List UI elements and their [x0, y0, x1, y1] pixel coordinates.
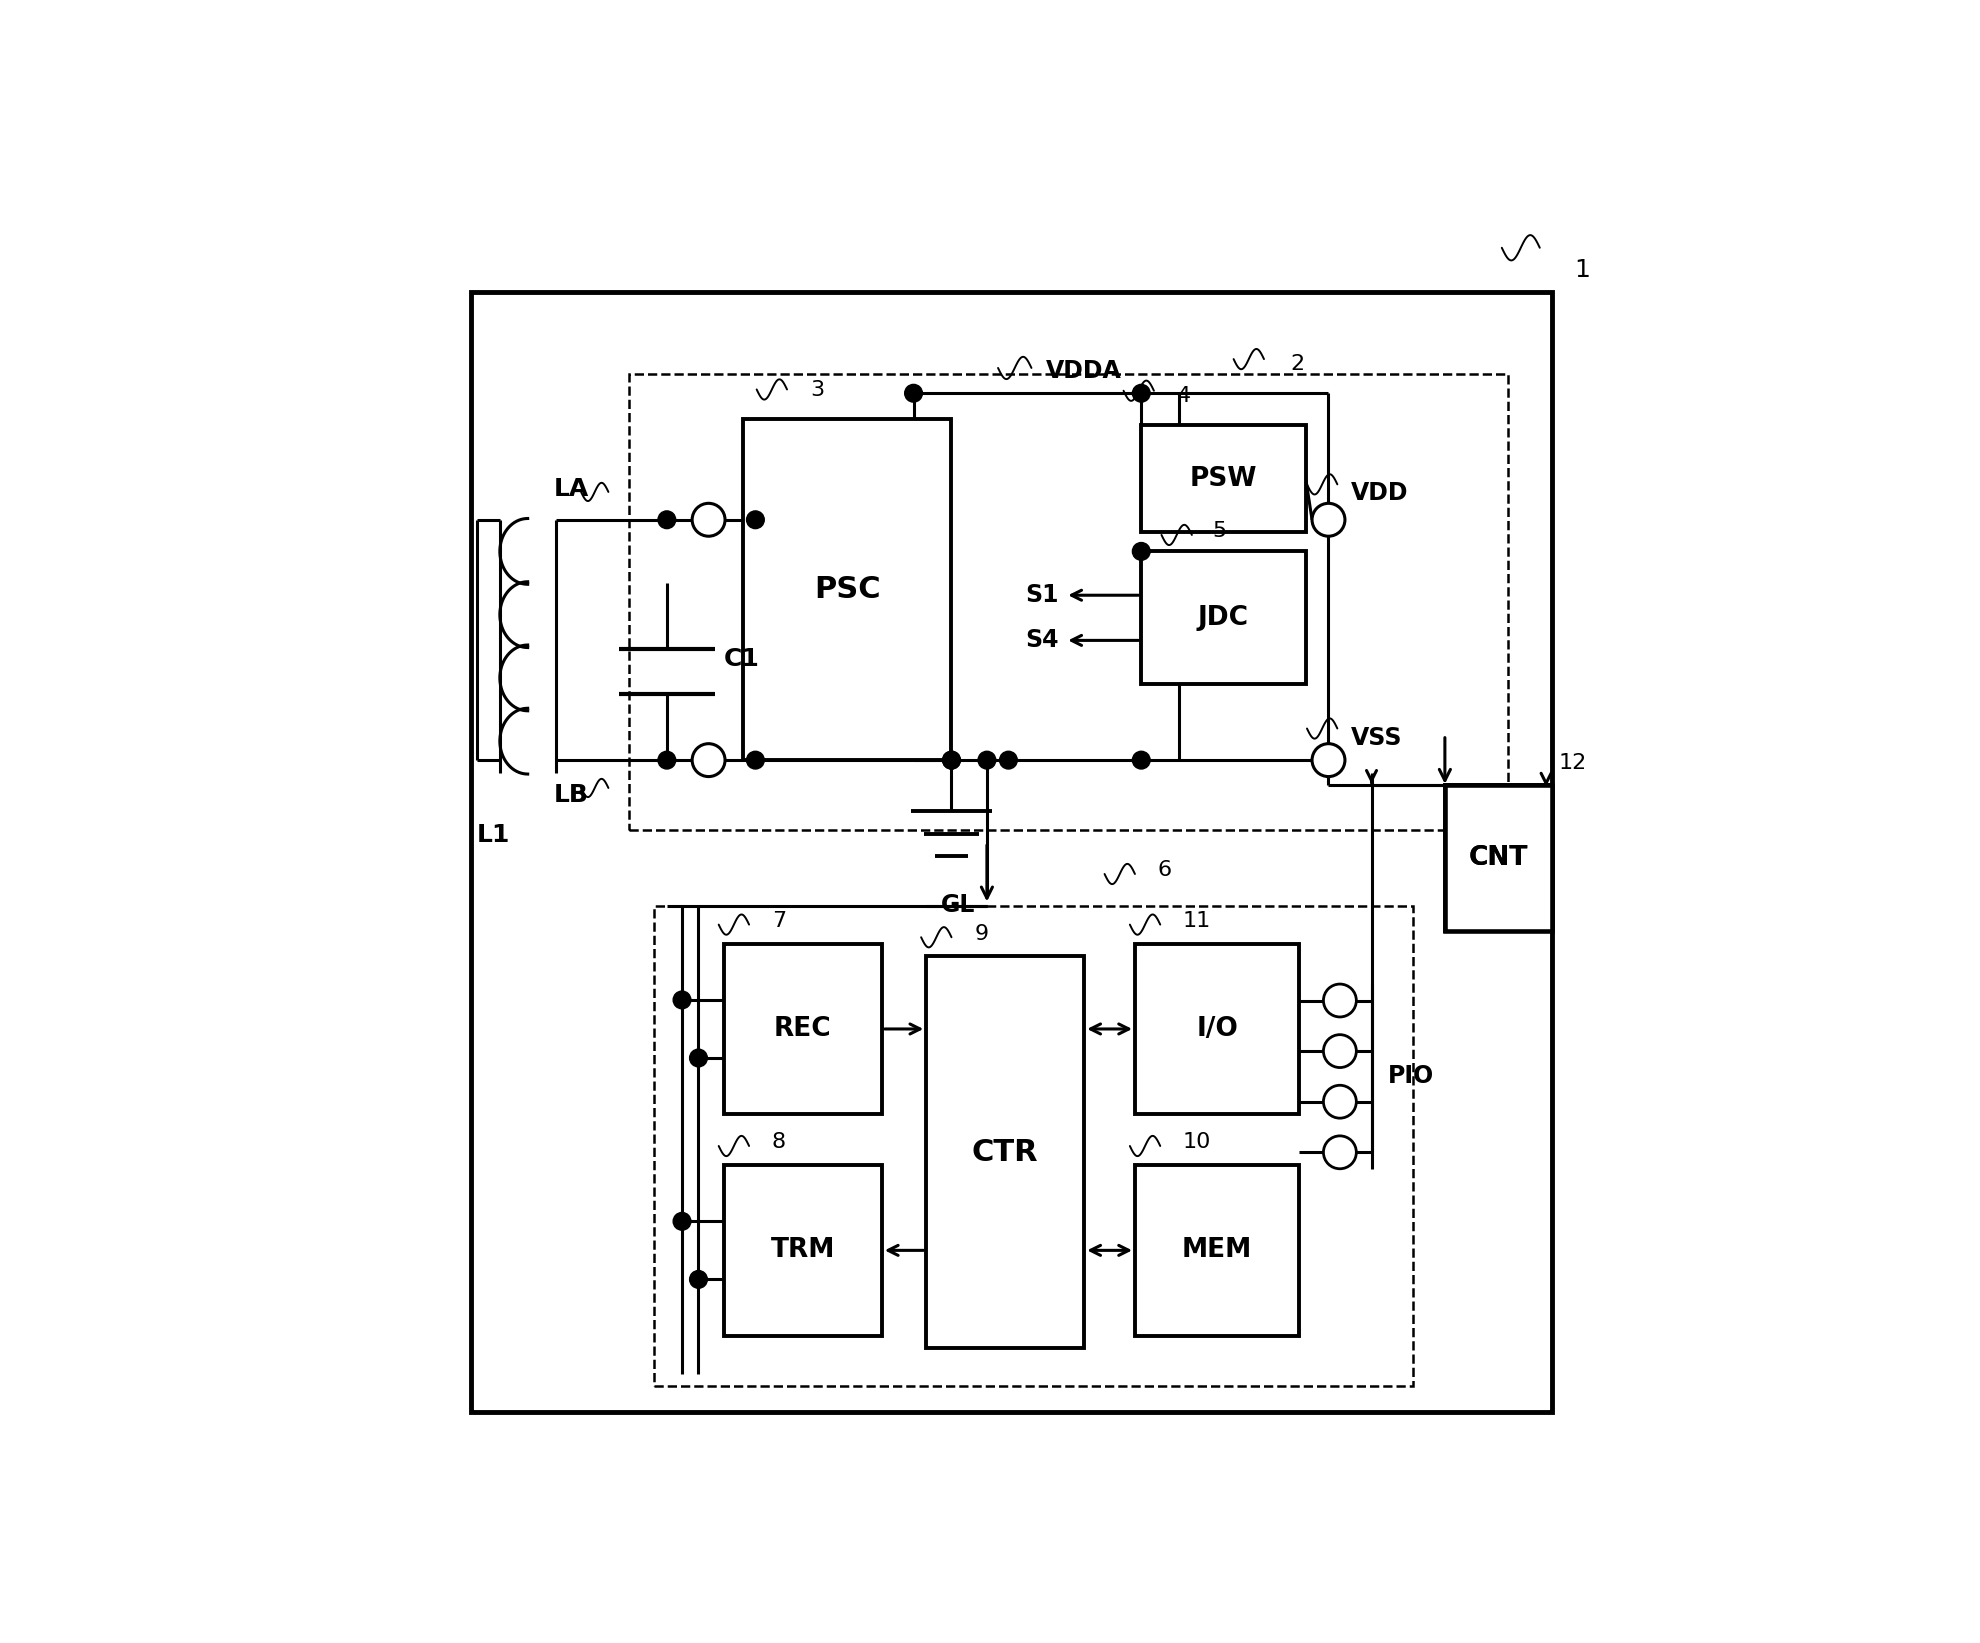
Text: PIO: PIO	[1388, 1065, 1434, 1088]
Text: CNT: CNT	[1469, 845, 1529, 871]
FancyBboxPatch shape	[725, 943, 881, 1114]
Circle shape	[905, 384, 923, 403]
Circle shape	[1133, 751, 1150, 769]
Text: I/O: I/O	[1196, 1015, 1238, 1042]
Circle shape	[693, 744, 725, 777]
FancyBboxPatch shape	[1135, 1165, 1299, 1336]
Text: CTR: CTR	[972, 1139, 1040, 1167]
Text: GL: GL	[940, 894, 974, 917]
Circle shape	[1323, 984, 1356, 1017]
Circle shape	[978, 751, 996, 769]
Text: S1: S1	[1026, 583, 1059, 608]
Text: 1: 1	[1574, 258, 1590, 283]
Circle shape	[1000, 751, 1018, 769]
Circle shape	[657, 511, 675, 529]
Circle shape	[673, 1213, 691, 1231]
Text: 5: 5	[1212, 521, 1226, 541]
Text: 10: 10	[1182, 1132, 1212, 1152]
Circle shape	[1133, 542, 1150, 560]
Text: MEM: MEM	[1182, 1237, 1251, 1263]
Circle shape	[746, 751, 764, 769]
Text: L1: L1	[477, 823, 511, 848]
FancyBboxPatch shape	[927, 956, 1085, 1349]
Text: 4: 4	[1176, 386, 1190, 406]
Text: 8: 8	[772, 1132, 786, 1152]
FancyBboxPatch shape	[1140, 552, 1305, 683]
Circle shape	[657, 751, 675, 769]
Text: 11: 11	[1182, 910, 1212, 932]
Text: REC: REC	[774, 1015, 832, 1042]
FancyBboxPatch shape	[471, 292, 1552, 1411]
Text: 12: 12	[1558, 752, 1588, 772]
Text: LB: LB	[554, 784, 590, 807]
Text: CNT: CNT	[1469, 845, 1529, 871]
Circle shape	[1133, 384, 1150, 403]
Text: 9: 9	[974, 923, 988, 943]
Circle shape	[746, 511, 764, 529]
Circle shape	[942, 751, 960, 769]
Text: LA: LA	[554, 476, 590, 501]
Text: VDD: VDD	[1350, 481, 1408, 504]
Text: 6: 6	[1158, 861, 1172, 881]
FancyBboxPatch shape	[742, 419, 952, 761]
Circle shape	[1313, 503, 1344, 536]
Circle shape	[1323, 1035, 1356, 1068]
Text: 3: 3	[810, 380, 824, 399]
FancyBboxPatch shape	[725, 1165, 881, 1336]
Circle shape	[1313, 744, 1344, 777]
Text: PSC: PSC	[814, 575, 881, 605]
FancyBboxPatch shape	[1135, 943, 1299, 1114]
Text: 7: 7	[772, 910, 786, 932]
Circle shape	[693, 503, 725, 536]
Circle shape	[689, 1270, 707, 1288]
Circle shape	[1323, 1135, 1356, 1168]
Circle shape	[942, 751, 960, 769]
Text: VSS: VSS	[1350, 726, 1402, 749]
Text: C1: C1	[725, 647, 760, 670]
Text: JDC: JDC	[1198, 605, 1249, 631]
Text: PSW: PSW	[1190, 465, 1257, 491]
FancyBboxPatch shape	[1445, 785, 1552, 932]
Text: S4: S4	[1026, 628, 1059, 652]
Circle shape	[1323, 1086, 1356, 1119]
Text: VDDA: VDDA	[1045, 360, 1123, 383]
Circle shape	[689, 1050, 707, 1066]
FancyBboxPatch shape	[1140, 426, 1305, 532]
FancyBboxPatch shape	[1445, 785, 1552, 932]
Text: TRM: TRM	[770, 1237, 836, 1263]
Text: 2: 2	[1291, 355, 1305, 375]
Circle shape	[673, 991, 691, 1009]
